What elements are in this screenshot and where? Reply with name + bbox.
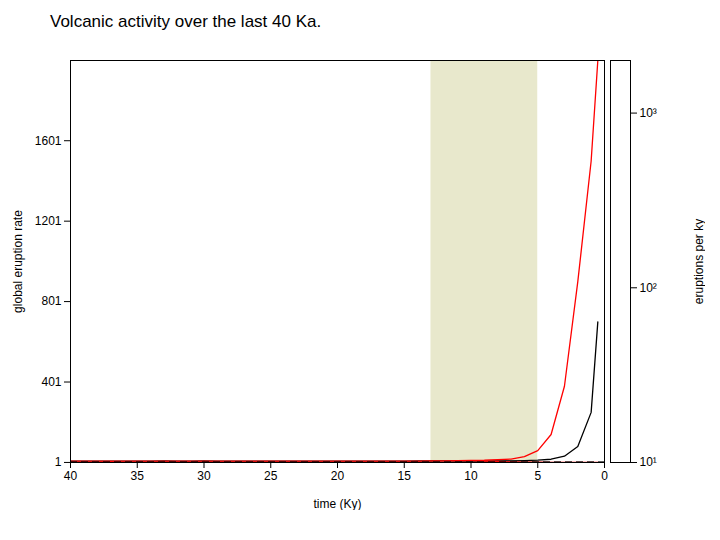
html-text:Volcanic activity over the las: Volcanic activity over the last 40 Ka. [50, 12, 322, 31]
svg-text:20: 20 [331, 469, 345, 483]
svg-text:801: 801 [41, 294, 61, 308]
svg-text:10¹: 10¹ [640, 455, 657, 469]
svg-text:30: 30 [197, 469, 211, 483]
svg-text:40: 40 [64, 469, 78, 483]
svg-text:5: 5 [534, 469, 541, 483]
svg-text:10: 10 [464, 469, 478, 483]
svg-text:25: 25 [264, 469, 278, 483]
svg-text:15: 15 [398, 469, 412, 483]
svg-text:time (Ky): time (Ky) [314, 497, 362, 511]
svg-text:10²: 10² [640, 281, 657, 295]
svg-text:1601: 1601 [35, 134, 62, 148]
svg-text:1201: 1201 [35, 214, 62, 228]
svg-text:10³: 10³ [640, 106, 657, 120]
svg-text:eruptions per ky: eruptions per ky [692, 219, 706, 304]
svg-text:35: 35 [131, 469, 145, 483]
svg-text:0: 0 [601, 469, 608, 483]
svg-text:1: 1 [55, 455, 62, 469]
svg-text:401: 401 [41, 375, 61, 389]
svg-text:global eruption rate: global eruption rate [11, 210, 25, 313]
